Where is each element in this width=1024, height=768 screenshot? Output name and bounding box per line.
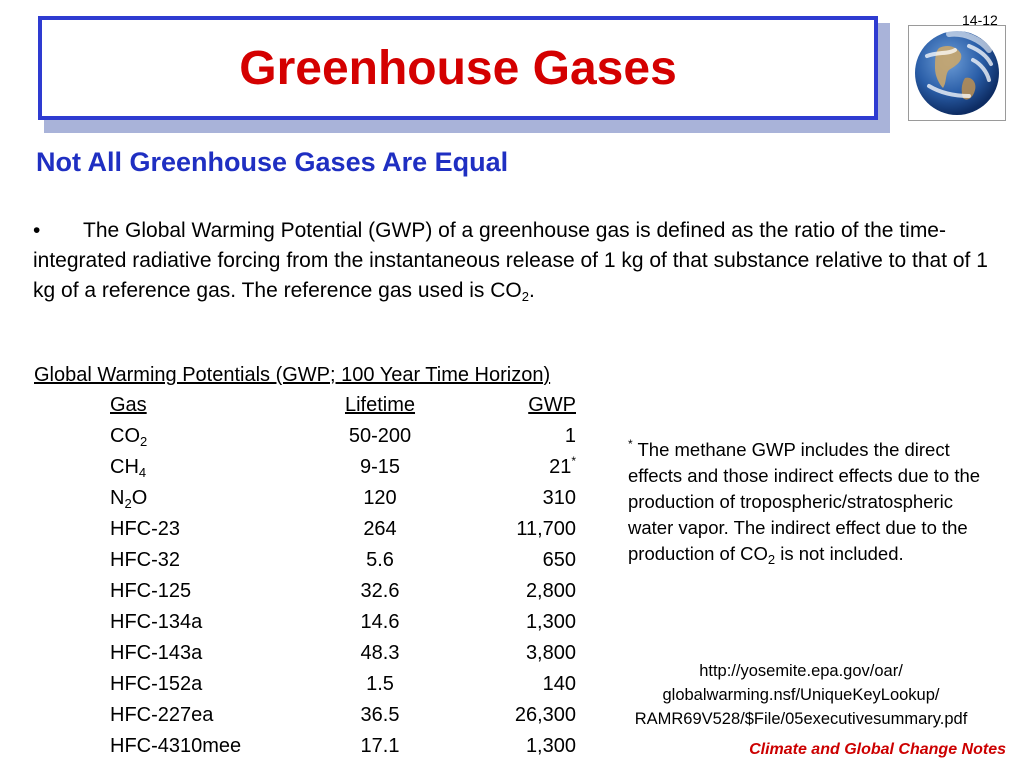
gas-lifetime: 14.6 [360,611,400,633]
bullet-text: The Global Warming Potential (GWP) of a … [33,219,988,302]
gas-gwp: 2,800 [525,580,576,602]
footnote-text: The methane GWP includes the direct effe… [628,439,981,564]
header-gas: Gas [110,394,147,416]
gwp-table-title: Global Warming Potentials (GWP; 100 Year… [34,364,551,386]
globe-image-frame [908,25,1006,121]
gas-lifetime: 1.5 [366,673,394,695]
slide-subtitle: Not All Greenhouse Gases Are Equal [36,147,509,177]
bullet-symbol: • [33,219,41,242]
gwp-definition-bullet: • The Global Warming Potential (GWP) of a… [33,216,993,306]
bullet-text-subscript: 2 [521,289,529,304]
gas-lifetime: 48.3 [360,642,400,664]
gas-lifetime: 9-15 [359,456,401,478]
gas-name: N2O [110,487,148,511]
gas-lifetime: 32.6 [360,580,400,602]
gas-name: CO2 [110,425,148,449]
gas-lifetime: 50-200 [348,425,412,447]
slide-title: Greenhouse Gases [239,41,677,95]
footnote-marker: * [628,437,633,451]
gas-gwp: 26,300 [514,704,576,726]
gas-name: HFC-134a [110,611,203,633]
gas-name: HFC-4310mee [110,735,242,757]
gas-name: HFC-152a [110,673,203,695]
source-url-line-3: RAMR69V528/$File/05executivesummary.pdf [634,710,968,728]
gas-name: HFC-143a [110,642,203,664]
gas-gwp: 11,700 [516,518,576,540]
gas-gwp: 1,300 [525,611,576,633]
gas-lifetime: 36.5 [360,704,400,726]
gas-name: HFC-32 [110,549,181,571]
gas-name: HFC-227ea [110,704,214,726]
title-frame: Greenhouse Gases [38,16,878,120]
source-url-line-1: http://yosemite.epa.gov/oar/ [699,662,903,680]
gas-name: CH4 [110,456,147,480]
gas-name: HFC-125 [110,580,192,602]
gas-gwp: 3,800 [525,642,576,664]
gas-gwp: 1,300 [525,735,576,757]
gas-gwp: 140 [542,673,576,695]
gas-name: HFC-23 [110,518,181,540]
footer-course-name: Climate and Global Change Notes [749,741,1006,758]
gas-lifetime: 17.1 [360,735,400,757]
footnote-subscript: 2 [767,552,776,567]
bullet-text-end: . [528,279,535,302]
source-url-line-2: globalwarming.nsf/UniqueKeyLookup/ [662,686,940,704]
gas-gwp: 310 [542,487,576,509]
slide-number: 14-12 [962,12,998,28]
gas-lifetime: 120 [363,487,397,509]
source-url: http://yosemite.epa.gov/oar/ globalwarmi… [596,659,1006,731]
footnote-text-end: is not included. [775,543,904,564]
gas-lifetime: 264 [363,518,397,540]
gas-gwp: 650 [542,549,576,571]
gas-lifetime: 5.6 [366,549,394,571]
header-lifetime: Lifetime [344,394,416,416]
header-gwp: GWP [528,394,576,416]
gas-gwp: 1 [564,425,576,447]
earth-globe-icon [915,30,999,115]
gas-gwp: 21* [549,454,576,478]
methane-footnote: * The methane GWP includes the direct ef… [628,437,998,567]
